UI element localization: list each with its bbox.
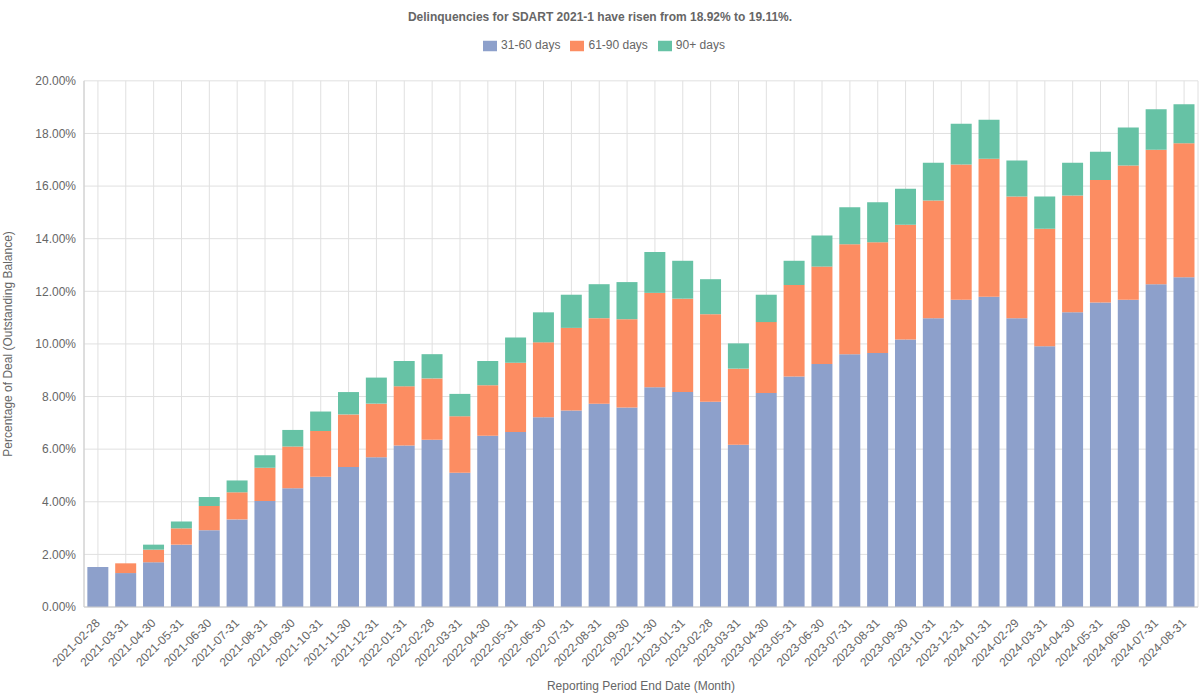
- svg-text:2022-06-30: 2022-06-30: [495, 616, 549, 670]
- svg-text:2024-02-29: 2024-02-29: [968, 616, 1022, 670]
- svg-text:2021-06-30: 2021-06-30: [161, 616, 215, 670]
- svg-text:2021-05-31: 2021-05-31: [133, 616, 187, 670]
- svg-text:2023-03-31: 2023-03-31: [690, 616, 744, 670]
- svg-text:18.00%: 18.00%: [35, 127, 76, 141]
- svg-text:8.00%: 8.00%: [42, 390, 76, 404]
- svg-text:2021-07-31: 2021-07-31: [188, 616, 243, 670]
- svg-text:Percentage of Deal (Outstandin: Percentage of Deal (Outstanding Balance): [8, 231, 15, 456]
- svg-text:2023-02-28: 2023-02-28: [662, 616, 716, 670]
- svg-text:2024-08-31: 2024-08-31: [1136, 616, 1190, 670]
- svg-text:2021-03-31: 2021-03-31: [77, 616, 131, 670]
- svg-text:2021-09-30: 2021-09-30: [244, 616, 298, 670]
- svg-text:Reporting Period End Date (Mon: Reporting Period End Date (Month): [547, 679, 735, 693]
- svg-text:2021-11-30: 2021-11-30: [300, 616, 354, 669]
- html-text:31-60 days: 31-60 days: [501, 38, 561, 52]
- svg-text:2022-05-31: 2022-05-31: [467, 616, 521, 670]
- svg-text:2022-08-31: 2022-08-31: [550, 616, 605, 670]
- svg-text:2024-03-31: 2024-03-31: [996, 616, 1050, 670]
- svg-text:16.00%: 16.00%: [35, 179, 76, 193]
- svg-text:0.00%: 0.00%: [42, 600, 76, 614]
- svg-text:6.00%: 6.00%: [42, 442, 76, 456]
- svg-text:2021-10-31: 2021-10-31: [272, 616, 326, 670]
- svg-text:2021-02-28: 2021-02-28: [49, 616, 103, 670]
- svg-text:2022-09-30: 2022-09-30: [578, 616, 632, 670]
- svg-text:2022-03-31: 2022-03-31: [411, 616, 465, 670]
- svg-text:2023-10-31: 2023-10-31: [885, 616, 939, 670]
- svg-text:2023-05-31: 2023-05-31: [745, 616, 800, 670]
- svg-text:2021-04-30: 2021-04-30: [105, 616, 159, 670]
- svg-text:2023-06-30: 2023-06-30: [773, 616, 827, 670]
- svg-text:2024-07-31: 2024-07-31: [1107, 616, 1162, 670]
- svg-text:12.00%: 12.00%: [35, 285, 76, 299]
- svg-text:2022-07-31: 2022-07-31: [523, 616, 577, 670]
- svg-text:2023-01-31: 2023-01-31: [634, 616, 688, 670]
- svg-text:2023-09-30: 2023-09-30: [857, 616, 911, 670]
- svg-text:2024-06-30: 2024-06-30: [1080, 616, 1134, 670]
- svg-text:20.00%: 20.00%: [35, 74, 76, 88]
- svg-text:2.00%: 2.00%: [42, 548, 76, 562]
- svg-text:2021-08-31: 2021-08-31: [216, 616, 270, 670]
- svg-text:2024-01-31: 2024-01-31: [940, 616, 995, 670]
- html-text:61-90 days: 61-90 days: [588, 38, 648, 52]
- svg-text:2023-04-30: 2023-04-30: [718, 616, 772, 670]
- svg-text:2024-04-30: 2024-04-30: [1024, 616, 1078, 670]
- svg-text:2022-01-31: 2022-01-31: [355, 616, 410, 670]
- svg-text:2022-11-30: 2022-11-30: [607, 616, 660, 669]
- svg-text:10.00%: 10.00%: [35, 337, 76, 351]
- svg-text:2023-07-31: 2023-07-31: [801, 616, 855, 670]
- svg-text:4.00%: 4.00%: [42, 495, 76, 509]
- html-text:90+ days: 90+ days: [675, 38, 725, 52]
- svg-text:2022-04-30: 2022-04-30: [439, 616, 493, 670]
- svg-text:2021-12-31: 2021-12-31: [328, 616, 382, 670]
- html-text:Delinquencies for SDART 2021-1: Delinquencies for SDART 2021-1 have rise…: [407, 10, 793, 24]
- svg-text:2023-08-31: 2023-08-31: [829, 616, 883, 670]
- svg-text:2024-05-31: 2024-05-31: [1052, 616, 1106, 670]
- svg-text:2023-12-31: 2023-12-31: [912, 616, 967, 670]
- svg-text:14.00%: 14.00%: [35, 232, 76, 246]
- svg-text:2022-02-28: 2022-02-28: [383, 616, 438, 670]
